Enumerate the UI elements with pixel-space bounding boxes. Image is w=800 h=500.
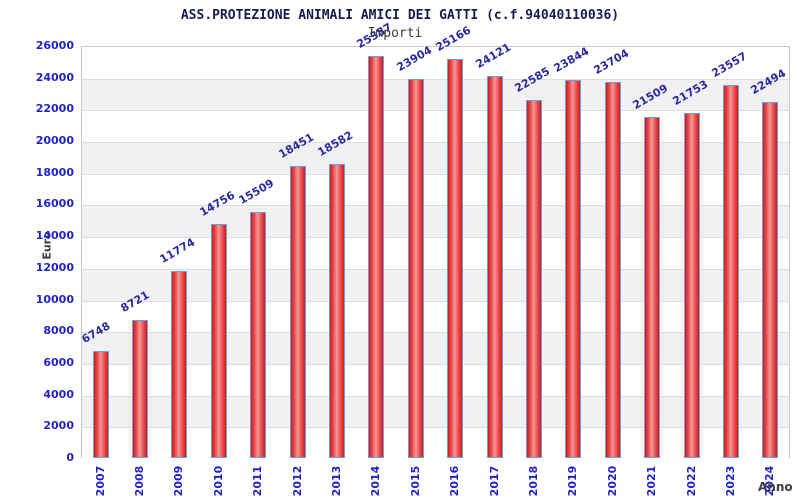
gridline [82,268,789,270]
chart-title: ASS.PROTEZIONE ANIMALI AMICI DEI GATTI (… [180,8,620,23]
bar-2020 [604,82,621,458]
plot-band [82,173,789,206]
bar-2009 [171,271,188,458]
gridline [82,300,789,302]
y-tick-label: 20000 [35,134,74,148]
x-tick-label: 2019 [566,465,580,497]
y-tick-label: 2000 [43,419,74,433]
x-tick-label: 2014 [369,465,383,497]
y-tick-label: 24000 [35,70,74,84]
bar-2022 [683,113,700,458]
x-tick-label: 2018 [526,465,540,497]
x-axis-title: Anno [758,480,793,494]
bar-2011 [250,212,267,458]
y-tick-label: 4000 [43,387,74,401]
y-tick-label: 16000 [35,197,74,211]
bar-2015 [407,79,424,458]
bar-2018 [525,100,542,458]
y-tick-label: 22000 [35,102,74,116]
x-tick-label: 2009 [172,465,186,497]
bar-2017 [486,75,503,458]
gridline [82,110,789,112]
gridline [82,332,789,334]
plot-band [82,363,789,396]
y-tick-label: 8000 [43,324,74,338]
x-tick-label: 2008 [133,465,147,497]
plot-band [82,332,789,364]
y-tick-label: 26000 [35,39,74,52]
bar-2024 [762,101,779,458]
x-tick-label: 2010 [211,465,225,497]
bar-2014 [368,55,385,458]
plot-band [82,47,789,79]
bar-2008 [132,319,149,458]
x-tick-label: 2016 [448,465,462,497]
y-tick-label: 12000 [35,260,74,274]
plot-band [82,142,789,174]
bar-2012 [289,165,306,458]
bar-2013 [329,163,346,458]
y-tick-label: 14000 [35,229,74,243]
x-tick-label: 2012 [290,465,304,497]
y-tick-label: 18000 [35,165,74,179]
plot-band [82,300,789,333]
x-tick-label: 2021 [645,465,659,497]
gridline [82,237,789,239]
y-tick-label: 0 [66,451,74,464]
plot-band [82,395,789,428]
plot-area [81,46,790,459]
x-tick-label: 2017 [487,465,501,497]
gridline [82,173,789,175]
x-tick-label: 2007 [93,465,107,497]
plot-band [82,427,789,459]
x-tick-label: 2015 [408,465,422,497]
y-tick-label: 6000 [43,355,74,369]
x-tick-label: 2011 [251,465,265,497]
gridline [82,427,789,429]
plot-band [82,205,789,238]
x-tick-label: 2020 [605,465,619,497]
chart-subtitle: Importi [367,26,423,41]
x-tick-label: 2023 [723,465,737,497]
bar-2021 [644,117,661,458]
plot-band [82,78,789,111]
bar-2007 [92,351,109,458]
bar-2016 [447,59,464,458]
gridline [82,205,789,207]
plot-band [82,268,789,301]
gridline [82,142,789,144]
x-tick-label: 2022 [684,465,698,497]
gridline [82,78,789,80]
gridline [82,395,789,397]
x-tick-label: 2013 [330,465,344,497]
plot-band [82,237,789,269]
bar-2023 [722,84,739,458]
plot-band [82,110,789,143]
y-tick-label: 10000 [35,292,74,306]
bar-2019 [565,80,582,458]
bar-2010 [210,224,227,458]
gridline [82,363,789,365]
